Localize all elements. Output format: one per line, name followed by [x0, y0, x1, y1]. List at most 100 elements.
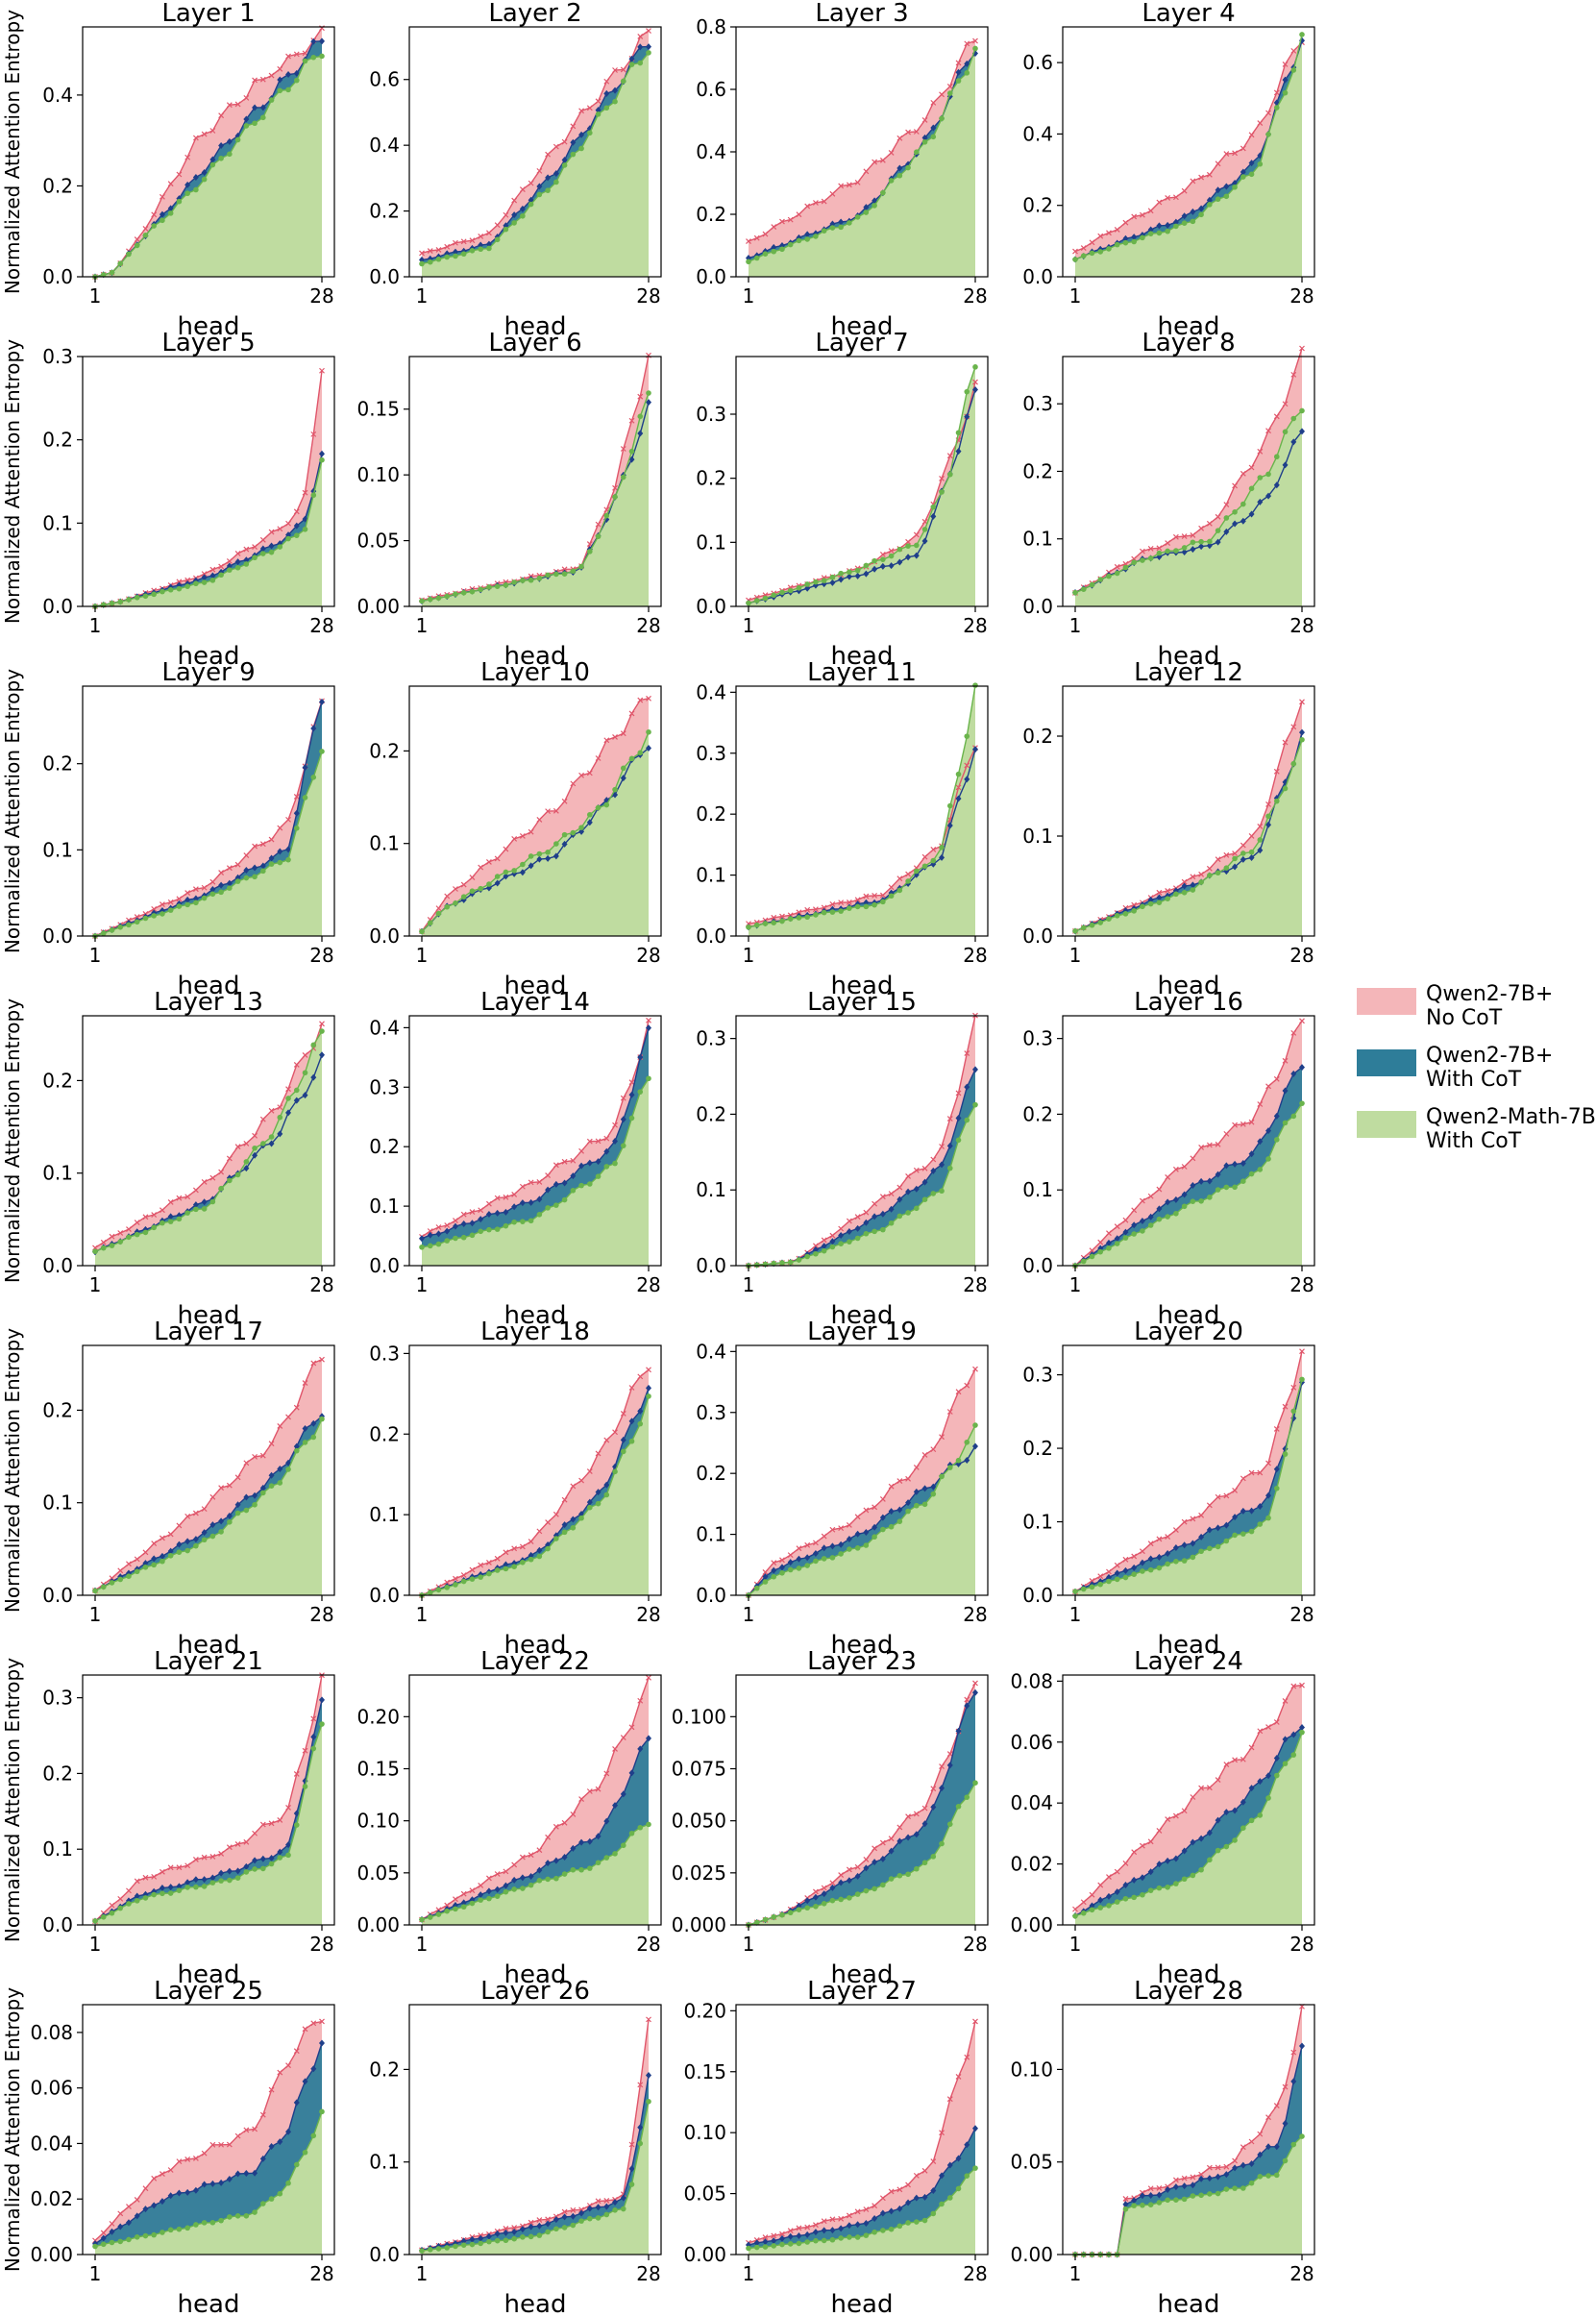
- marker-with-cot: [310, 1419, 317, 1427]
- marker-math-with-cot: [1156, 2200, 1163, 2206]
- marker-with-cot: [1265, 492, 1272, 500]
- marker-no-cot: [829, 2216, 836, 2223]
- marker-with-cot: [277, 1848, 283, 1856]
- marker-no-cot: [905, 538, 911, 545]
- marker-math-with-cot: [218, 1878, 224, 1884]
- line-with-cot: [421, 1738, 650, 1921]
- marker-math-with-cot: [796, 1565, 802, 1571]
- marker-math-with-cot: [646, 1821, 651, 1828]
- marker-math-with-cot: [896, 546, 903, 553]
- marker-no-cot: [603, 737, 610, 744]
- marker-math-with-cot: [872, 1534, 877, 1541]
- marker-math-with-cot: [234, 1510, 241, 1516]
- marker-math-with-cot: [838, 224, 844, 231]
- marker-no-cot: [578, 1477, 584, 1484]
- marker-math-with-cot: [888, 1876, 895, 1882]
- marker-no-cot: [561, 566, 568, 573]
- marker-no-cot: [1156, 199, 1163, 206]
- marker-no-cot: [1299, 345, 1305, 352]
- marker-math-with-cot: [1223, 193, 1230, 200]
- line-math-with-cot: [748, 1782, 976, 1926]
- marker-math-with-cot: [955, 1803, 962, 1810]
- marker-math-with-cot: [117, 1905, 124, 1911]
- line-no-cot: [94, 1023, 323, 1248]
- marker-with-cot: [485, 240, 492, 248]
- marker-math-with-cot: [854, 567, 861, 574]
- marker-math-with-cot: [829, 574, 836, 580]
- marker-math-with-cot: [453, 591, 458, 597]
- marker-no-cot: [930, 1156, 937, 1163]
- marker-no-cot: [779, 1557, 785, 1564]
- marker-math-with-cot: [494, 1226, 501, 1232]
- marker-with-cot: [302, 515, 308, 523]
- marker-math-with-cot: [536, 850, 543, 857]
- marker-with-cot: [1223, 183, 1230, 190]
- marker-no-cot: [905, 1475, 911, 1482]
- marker-math-with-cot: [804, 581, 810, 587]
- marker-math-with-cot: [142, 1564, 149, 1570]
- marker-no-cot: [310, 1715, 317, 1722]
- marker-no-cot: [1165, 540, 1171, 546]
- marker-math-with-cot: [1140, 234, 1145, 241]
- marker-no-cot: [1106, 1230, 1112, 1237]
- marker-math-with-cot: [620, 1842, 626, 1849]
- marker-no-cot: [268, 2086, 275, 2093]
- marker-math-with-cot: [528, 1556, 534, 1563]
- marker-no-cot: [1156, 1186, 1163, 1193]
- marker-math-with-cot: [160, 1220, 165, 1226]
- marker-math-with-cot: [603, 801, 610, 808]
- marker-math-with-cot: [628, 1115, 635, 1122]
- marker-with-cot: [964, 1083, 970, 1091]
- line-math-with-cot: [421, 392, 650, 603]
- marker-math-with-cot: [520, 2234, 526, 2240]
- marker-with-cot: [1172, 218, 1179, 226]
- legend-swatch-with-cot: [1357, 1049, 1416, 1076]
- marker-no-cot: [854, 2208, 861, 2215]
- marker-with-cot: [637, 1745, 644, 1753]
- subplot-title: Layer 17: [154, 1318, 263, 1346]
- marker-no-cot: [252, 544, 258, 551]
- marker-no-cot: [570, 2206, 577, 2213]
- marker-with-cot: [201, 169, 208, 177]
- marker-no-cot: [846, 900, 852, 905]
- marker-with-cot: [1131, 2197, 1138, 2205]
- marker-no-cot: [1290, 1029, 1297, 1036]
- marker-no-cot: [1181, 533, 1188, 540]
- marker-math-with-cot: [804, 1253, 810, 1260]
- line-math-with-cot: [94, 2111, 323, 2248]
- marker-with-cot: [252, 2169, 258, 2177]
- marker-no-cot: [1273, 2103, 1280, 2109]
- marker-no-cot: [218, 2141, 225, 2148]
- line-no-cot: [1074, 1684, 1303, 1910]
- marker-math-with-cot: [478, 1897, 483, 1903]
- marker-with-cot: [946, 822, 953, 829]
- marker-no-cot: [1206, 1785, 1213, 1791]
- marker-with-cot: [1299, 1064, 1305, 1072]
- marker-with-cot: [595, 1489, 602, 1496]
- marker-math-with-cot: [302, 58, 308, 64]
- marker-math-with-cot: [1072, 257, 1078, 262]
- marker-no-cot: [460, 881, 467, 888]
- marker-with-cot: [930, 1167, 937, 1174]
- subplot-title: Layer 14: [480, 988, 590, 1017]
- marker-math-with-cot: [804, 1905, 810, 1911]
- marker-no-cot: [243, 852, 250, 858]
- marker-math-with-cot: [1106, 1578, 1112, 1585]
- x-tick-label: 1: [89, 1933, 102, 1956]
- x-axis-label: head: [504, 1960, 567, 1989]
- marker-with-cot: [1147, 896, 1154, 903]
- marker-math-with-cot: [1181, 220, 1188, 227]
- marker-no-cot: [872, 159, 878, 165]
- x-tick-label: 28: [1289, 1603, 1314, 1626]
- marker-math-with-cot: [854, 1891, 861, 1897]
- marker-no-cot: [930, 2158, 937, 2165]
- marker-with-cot: [268, 542, 275, 550]
- marker-with-cot: [1181, 212, 1188, 220]
- marker-math-with-cot: [603, 512, 610, 519]
- marker-math-with-cot: [553, 1202, 559, 1208]
- marker-with-cot: [1223, 2171, 1230, 2179]
- marker-math-with-cot: [1232, 1532, 1238, 1539]
- marker-math-with-cot: [1131, 1231, 1137, 1237]
